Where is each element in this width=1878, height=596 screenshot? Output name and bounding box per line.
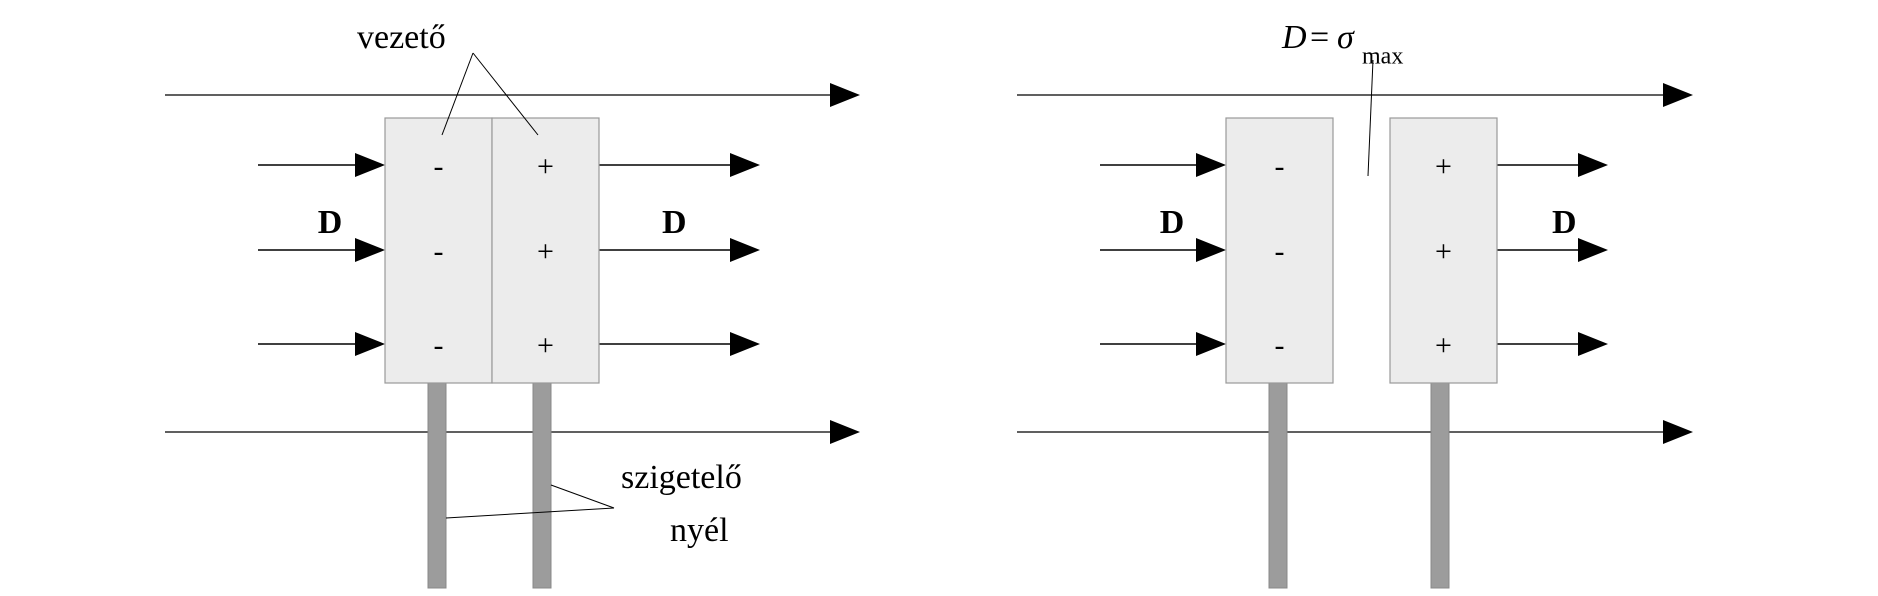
leader-line <box>446 508 614 518</box>
label-D-eq-sigma-max: D=σmax <box>1281 19 1403 70</box>
arrowhead <box>355 153 385 177</box>
minus-sign: - <box>434 329 444 362</box>
handle-left <box>428 383 446 588</box>
handle-left <box>1269 383 1287 588</box>
minus-sign: - <box>1275 150 1285 183</box>
plus-sign: + <box>1435 329 1452 362</box>
minus-sign: - <box>434 235 444 268</box>
arrowhead <box>830 420 860 444</box>
plus-sign: + <box>537 150 554 183</box>
plus-sign: + <box>1435 150 1452 183</box>
leader-line <box>551 485 614 508</box>
D-left-label: D <box>1160 204 1185 241</box>
handle-right <box>533 383 551 588</box>
arrowhead <box>1663 83 1693 107</box>
arrowhead <box>1578 332 1608 356</box>
eq-sub-max: max <box>1362 44 1403 70</box>
arrowhead <box>1196 332 1226 356</box>
label-nyel: nyél <box>670 512 729 549</box>
arrowhead <box>1196 153 1226 177</box>
arrowhead <box>1196 238 1226 262</box>
arrowhead <box>355 332 385 356</box>
arrowhead <box>1578 153 1608 177</box>
arrowhead <box>730 238 760 262</box>
leader-line <box>1368 60 1373 176</box>
arrowhead <box>830 83 860 107</box>
label-vezeto: vezető <box>357 19 446 56</box>
D-right-label: D <box>1552 204 1577 241</box>
plus-sign: + <box>537 235 554 268</box>
plus-sign: + <box>537 329 554 362</box>
minus-sign: - <box>1275 235 1285 268</box>
D-left-label: D <box>318 204 343 241</box>
D-right-label: D <box>662 204 687 241</box>
arrowhead <box>355 238 385 262</box>
eq-equals: = <box>1310 19 1329 56</box>
arrowhead <box>730 153 760 177</box>
handle-right <box>1431 383 1449 588</box>
plus-sign: + <box>1435 235 1452 268</box>
eq-D: D <box>1281 19 1307 56</box>
minus-sign: - <box>1275 329 1285 362</box>
label-szigetelo: szigetelő <box>621 459 742 496</box>
arrowhead <box>730 332 760 356</box>
eq-sigma: σ <box>1337 19 1355 56</box>
arrowhead <box>1578 238 1608 262</box>
arrowhead <box>1663 420 1693 444</box>
minus-sign: - <box>434 150 444 183</box>
